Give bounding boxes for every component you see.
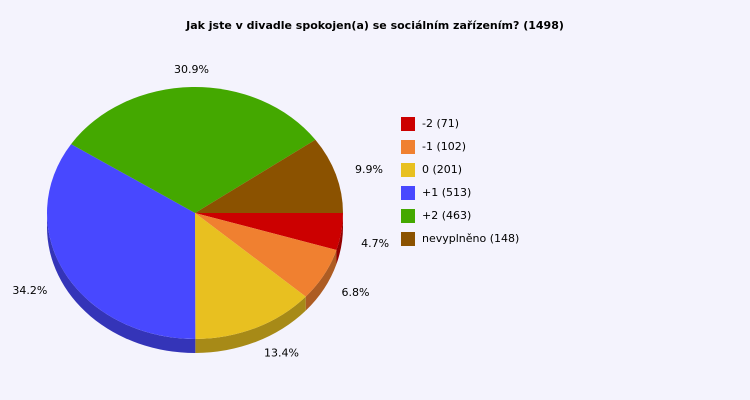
legend-label: +2 (463) — [422, 209, 472, 222]
slice-percent-label: 4.7% — [361, 237, 389, 250]
legend-swatch — [401, 162, 415, 177]
legend-label: -1 (102) — [422, 140, 467, 153]
chart-legend: -2 (71) -1 (102) 0 (201) +1 (513) +2 (46… — [401, 112, 519, 250]
slice-percent-label: 30.9% — [174, 63, 209, 76]
slice-percent-label: 9.9% — [355, 163, 383, 176]
pie-slice-side — [195, 296, 306, 353]
legend-swatch — [401, 116, 415, 131]
pie-slice — [195, 139, 343, 213]
legend-swatch — [401, 185, 415, 200]
pie-slice — [195, 213, 306, 339]
pie-slice-side — [305, 249, 337, 311]
pie-slice — [46, 144, 196, 340]
slice-percent-label: 34.2% — [12, 284, 47, 297]
legend-label: -2 (71) — [422, 117, 460, 130]
legend-label: 0 (201) — [422, 163, 463, 176]
legend-swatch — [401, 231, 415, 246]
legend-label: nevyplněno (148) — [422, 232, 520, 245]
pie-sides — [47, 213, 343, 353]
pie-slice — [195, 213, 337, 297]
legend-item: nevyplněno (148) — [401, 227, 519, 250]
pie-top — [46, 87, 343, 340]
legend-swatch — [401, 208, 415, 223]
slice-percent-label: 13.4% — [264, 347, 299, 360]
pie-slice-side — [336, 213, 343, 264]
legend-item: -1 (102) — [401, 135, 519, 158]
legend-label: +1 (513) — [422, 186, 472, 199]
pie-labels: 4.7% 6.8% 13.4% 34.2% 30.9% 9.9% — [12, 63, 389, 360]
legend-item: -2 (71) — [401, 112, 519, 135]
legend-item: +1 (513) — [401, 181, 519, 204]
pie-slice-side — [47, 213, 196, 353]
slice-percent-label: 6.8% — [341, 286, 369, 299]
legend-swatch — [401, 139, 415, 154]
legend-item: +2 (463) — [401, 204, 519, 227]
pie-slice — [195, 213, 343, 250]
legend-item: 0 (201) — [401, 158, 519, 181]
chart-title: Jak jste v divadle spokojen(a) se sociál… — [186, 19, 564, 32]
pie-slice — [71, 87, 316, 213]
